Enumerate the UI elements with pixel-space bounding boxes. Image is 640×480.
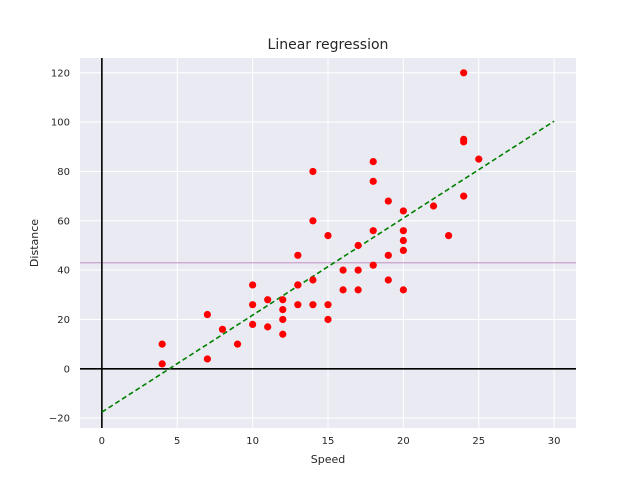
data-point	[399, 246, 407, 254]
reference-lines	[80, 58, 576, 428]
regression-line-group	[101, 120, 555, 413]
x-tick-label: 15	[322, 436, 335, 447]
data-point	[369, 227, 377, 235]
data-point	[354, 286, 362, 294]
data-point	[279, 330, 287, 338]
y-tick-label: 0	[64, 364, 70, 375]
data-point	[399, 227, 407, 235]
data-point	[158, 360, 166, 368]
data-point	[309, 217, 317, 225]
y-tick-label: 120	[51, 68, 70, 79]
data-point	[294, 301, 302, 309]
data-point	[309, 276, 317, 284]
data-point	[324, 301, 332, 309]
data-point	[309, 167, 317, 176]
x-tick-label: 5	[174, 436, 180, 447]
data-point	[399, 236, 407, 245]
data-point	[279, 306, 287, 314]
data-point	[384, 276, 392, 284]
data-point	[309, 301, 317, 309]
y-tick-label: 80	[57, 167, 70, 178]
y-tick-labels: −20 0 20 40 60 80 100 120	[49, 68, 70, 424]
x-tick-labels: 0 5 10 15 20 25 30	[99, 436, 561, 447]
data-point	[354, 241, 362, 250]
data-point	[218, 325, 227, 333]
y-axis-label: Distance	[28, 219, 41, 267]
y-tick-label: 60	[57, 216, 70, 227]
x-tick-label: 0	[99, 436, 105, 447]
data-point	[158, 340, 166, 348]
data-point	[354, 266, 362, 274]
data-point	[399, 286, 407, 294]
x-tick-label: 25	[472, 436, 485, 447]
data-point	[324, 232, 332, 240]
data-point	[279, 296, 287, 304]
data-point	[203, 310, 211, 319]
data-point	[233, 340, 242, 348]
y-tick-label: 40	[57, 266, 70, 277]
regression-line	[101, 120, 555, 413]
data-point	[203, 355, 211, 363]
x-tick-label: 10	[246, 436, 259, 447]
data-point	[249, 281, 257, 289]
data-point	[279, 315, 287, 324]
x-tick-label: 30	[548, 436, 561, 447]
x-tick-label: 20	[397, 436, 410, 447]
data-point	[339, 266, 347, 274]
data-point	[339, 286, 347, 294]
data-point	[369, 177, 377, 185]
data-point	[294, 251, 302, 259]
data-point	[475, 155, 483, 163]
data-point	[264, 296, 272, 304]
data-point	[249, 320, 257, 328]
chart-title: Linear regression	[268, 37, 389, 53]
data-point	[369, 158, 377, 166]
data-point	[384, 251, 392, 259]
y-tick-label: 20	[57, 315, 70, 326]
data-point	[460, 135, 468, 143]
data-point	[384, 197, 392, 205]
data-point	[399, 207, 407, 215]
data-point	[249, 301, 257, 309]
data-point	[324, 315, 332, 324]
x-axis-label: Speed	[311, 453, 345, 466]
data-point	[429, 202, 438, 210]
data-point	[369, 261, 377, 269]
data-point	[264, 323, 272, 331]
y-tick-label: 100	[51, 118, 70, 129]
data-point	[460, 69, 468, 77]
data-point	[460, 192, 468, 200]
data-point	[445, 232, 453, 240]
data-point	[294, 281, 302, 289]
y-tick-label: −20	[49, 414, 70, 425]
data-points	[158, 69, 483, 368]
